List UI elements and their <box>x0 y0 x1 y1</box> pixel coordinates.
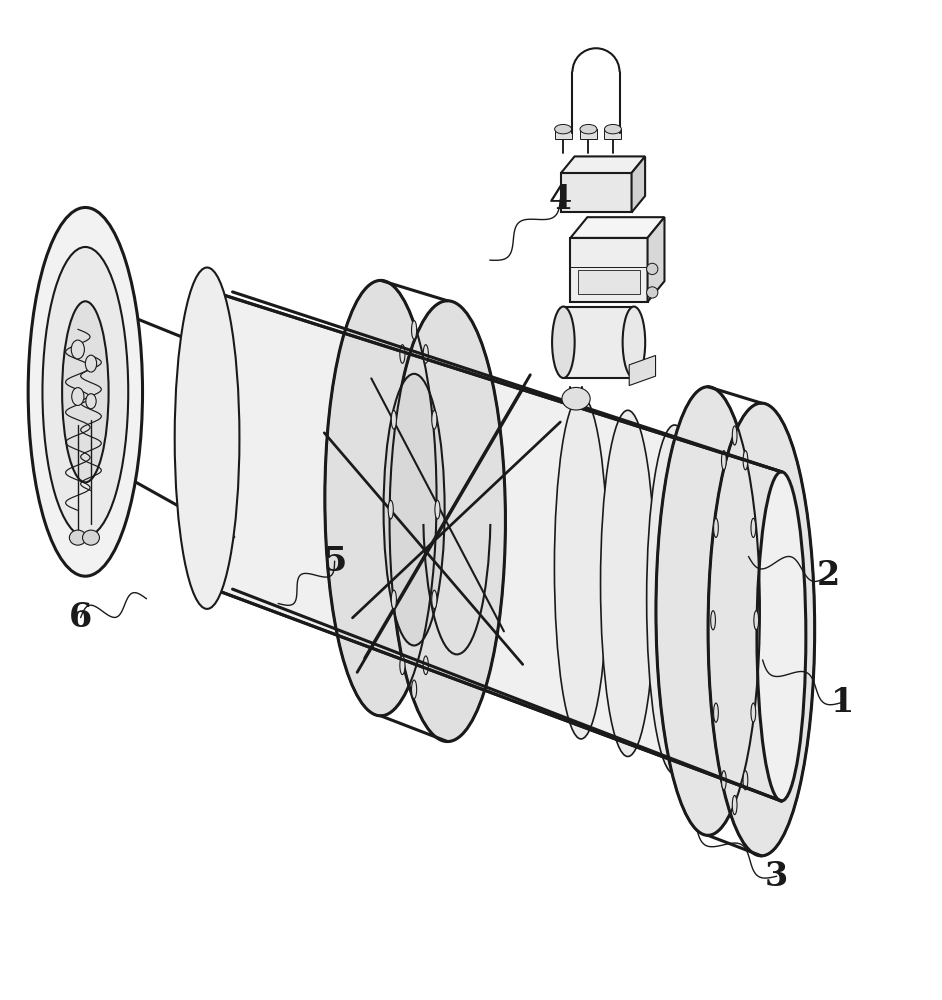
Ellipse shape <box>605 124 622 134</box>
Ellipse shape <box>28 207 142 576</box>
Ellipse shape <box>722 771 726 790</box>
Ellipse shape <box>552 307 575 378</box>
Ellipse shape <box>757 472 805 801</box>
Ellipse shape <box>732 795 737 815</box>
Ellipse shape <box>390 301 506 742</box>
Ellipse shape <box>646 263 658 275</box>
Ellipse shape <box>391 410 397 429</box>
Ellipse shape <box>70 530 87 545</box>
Ellipse shape <box>431 410 437 429</box>
Ellipse shape <box>725 450 784 804</box>
Ellipse shape <box>383 374 445 645</box>
Ellipse shape <box>686 438 743 789</box>
Ellipse shape <box>743 451 748 470</box>
Polygon shape <box>571 217 664 238</box>
Ellipse shape <box>399 656 405 675</box>
Polygon shape <box>578 270 640 294</box>
Text: 3: 3 <box>765 860 788 893</box>
Text: 1: 1 <box>831 686 854 719</box>
Ellipse shape <box>423 345 429 363</box>
Ellipse shape <box>431 590 437 609</box>
Polygon shape <box>571 238 647 302</box>
Polygon shape <box>561 156 645 173</box>
Polygon shape <box>629 355 656 386</box>
Ellipse shape <box>435 500 440 519</box>
Ellipse shape <box>86 394 96 409</box>
Ellipse shape <box>732 426 737 445</box>
Ellipse shape <box>555 396 608 739</box>
Ellipse shape <box>72 340 85 359</box>
Ellipse shape <box>325 280 436 716</box>
Polygon shape <box>561 173 631 212</box>
Ellipse shape <box>391 590 397 609</box>
Ellipse shape <box>562 387 591 410</box>
Polygon shape <box>647 217 664 302</box>
Ellipse shape <box>646 287 658 298</box>
Ellipse shape <box>399 345 405 363</box>
Ellipse shape <box>646 425 703 774</box>
Text: 2: 2 <box>817 559 840 592</box>
Ellipse shape <box>423 656 429 675</box>
Ellipse shape <box>86 355 97 372</box>
Ellipse shape <box>714 703 719 722</box>
Polygon shape <box>563 307 634 378</box>
Polygon shape <box>580 129 597 139</box>
Ellipse shape <box>83 530 100 545</box>
Polygon shape <box>605 129 622 139</box>
Ellipse shape <box>743 771 748 790</box>
Ellipse shape <box>751 518 755 537</box>
Ellipse shape <box>623 307 645 378</box>
Polygon shape <box>214 292 782 801</box>
Polygon shape <box>631 156 645 212</box>
Ellipse shape <box>710 611 715 630</box>
Polygon shape <box>555 129 572 139</box>
Ellipse shape <box>62 301 108 482</box>
Ellipse shape <box>656 387 760 835</box>
Text: 6: 6 <box>69 601 92 634</box>
Ellipse shape <box>708 403 815 856</box>
Ellipse shape <box>751 703 755 722</box>
Ellipse shape <box>42 247 128 537</box>
Text: 4: 4 <box>549 183 572 216</box>
Ellipse shape <box>754 611 758 630</box>
Ellipse shape <box>555 124 572 134</box>
Ellipse shape <box>580 124 597 134</box>
Text: 5: 5 <box>323 545 347 578</box>
Ellipse shape <box>722 451 726 470</box>
Ellipse shape <box>388 500 394 519</box>
Ellipse shape <box>412 680 416 699</box>
Ellipse shape <box>412 321 416 339</box>
Ellipse shape <box>714 518 719 537</box>
Ellipse shape <box>601 410 655 756</box>
Ellipse shape <box>72 388 84 405</box>
Ellipse shape <box>174 268 239 609</box>
